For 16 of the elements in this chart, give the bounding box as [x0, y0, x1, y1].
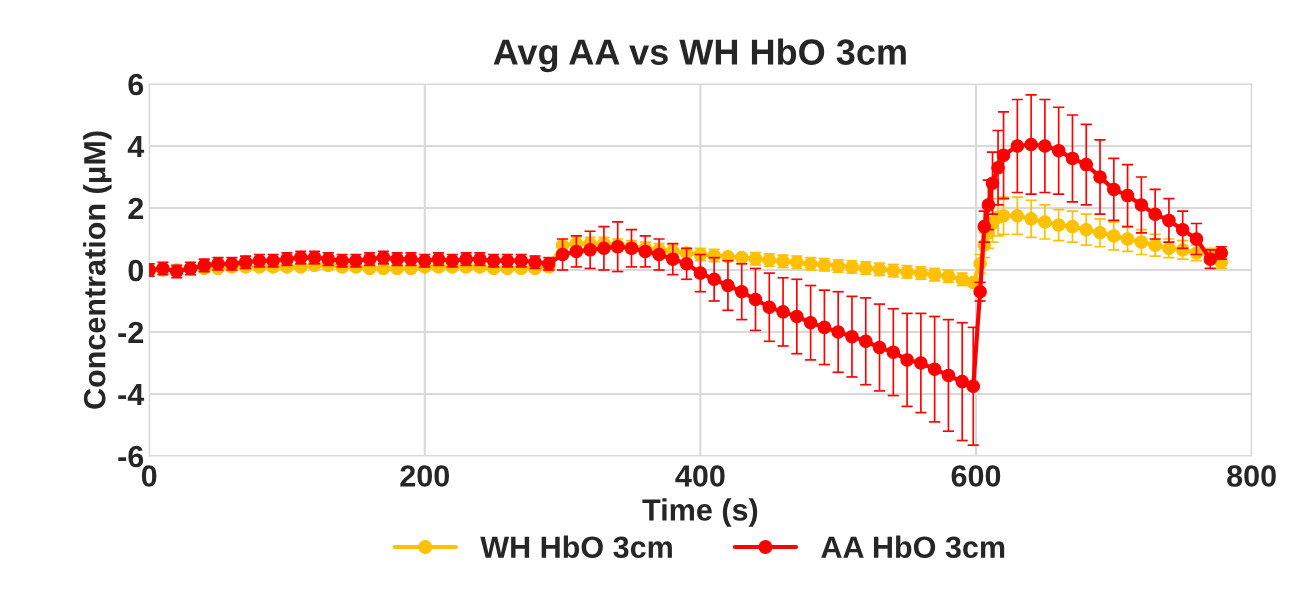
y-tick-label: -6	[118, 445, 144, 468]
y-tick-label: 6	[128, 73, 144, 96]
legend-label: WH HbO 3cm	[480, 535, 672, 559]
y-tick-label: 0	[128, 259, 144, 282]
y-axis-title: Concentration (μM)	[83, 131, 112, 409]
x-tick-label: 800	[1227, 465, 1276, 487]
y-tick-label: -2	[118, 321, 144, 344]
x-tick-label: 400	[675, 465, 725, 487]
chart-title: Avg AA vs WH HbO 3cm	[493, 38, 906, 73]
y-tick-label: 4	[127, 136, 145, 158]
legend-label: AA HbO 3cm	[821, 535, 1005, 559]
y-tick-label: -4	[118, 384, 145, 406]
y-tick-label: 2	[128, 197, 144, 220]
x-tick-label: 200	[400, 465, 450, 487]
x-axis-title: Time (s)	[642, 498, 758, 527]
x-tick-label: 600	[951, 465, 1001, 487]
